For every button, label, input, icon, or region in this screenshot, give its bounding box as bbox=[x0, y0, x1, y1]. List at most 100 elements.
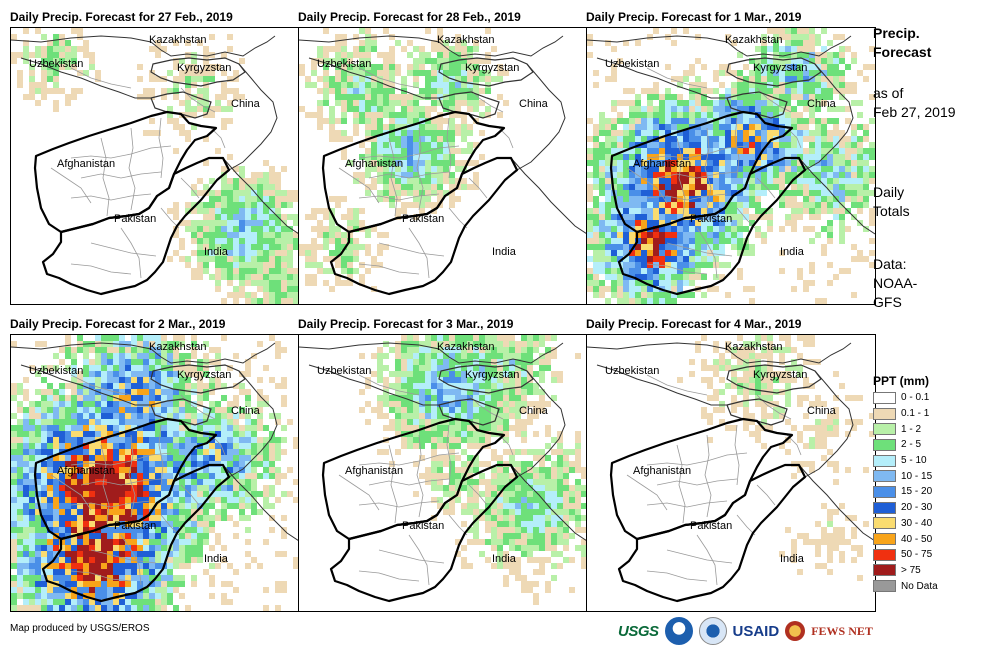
precip-cell bbox=[659, 244, 665, 250]
precip-cell bbox=[41, 46, 47, 52]
precip-cell bbox=[95, 407, 101, 413]
precip-cell bbox=[107, 563, 113, 569]
precip-cell bbox=[185, 365, 191, 371]
precip-cell bbox=[269, 298, 275, 304]
precip-cell bbox=[89, 64, 95, 70]
precip-cell bbox=[533, 347, 539, 353]
precip-cell bbox=[197, 497, 203, 503]
precip-cell bbox=[389, 82, 395, 88]
precip-cell bbox=[65, 521, 71, 527]
precip-cell bbox=[761, 178, 767, 184]
precip-cell bbox=[233, 184, 239, 190]
precip-cell bbox=[197, 190, 203, 196]
precip-cell bbox=[47, 76, 53, 82]
precip-cell bbox=[221, 256, 227, 262]
precip-cell bbox=[719, 190, 725, 196]
precip-cell bbox=[431, 166, 437, 172]
precip-cell bbox=[335, 256, 341, 262]
precip-cell bbox=[809, 190, 815, 196]
precip-cell bbox=[605, 256, 611, 262]
precip-cell bbox=[275, 274, 281, 280]
precip-cell bbox=[269, 268, 275, 274]
precip-cell bbox=[719, 178, 725, 184]
precip-cell bbox=[623, 154, 629, 160]
precip-cell bbox=[11, 527, 17, 533]
precip-cell bbox=[401, 94, 407, 100]
precip-cell bbox=[47, 593, 53, 599]
precip-cell bbox=[107, 419, 113, 425]
precip-cell bbox=[635, 40, 641, 46]
precip-cell bbox=[131, 527, 137, 533]
precip-cell bbox=[359, 88, 365, 94]
precip-cell bbox=[143, 461, 149, 467]
precip-cell bbox=[587, 52, 593, 58]
precip-cell bbox=[77, 503, 83, 509]
precip-cell bbox=[707, 142, 713, 148]
precip-cell bbox=[629, 262, 635, 268]
precip-cell bbox=[785, 64, 791, 70]
precip-cell bbox=[671, 94, 677, 100]
precip-cell bbox=[23, 527, 29, 533]
precip-cell bbox=[659, 178, 665, 184]
precip-cell bbox=[29, 52, 35, 58]
precip-cell bbox=[119, 431, 125, 437]
precip-cell bbox=[41, 341, 47, 347]
precip-cell bbox=[653, 280, 659, 286]
precip-cell bbox=[737, 112, 743, 118]
precip-cell bbox=[803, 34, 809, 40]
precip-cell bbox=[455, 407, 461, 413]
precip-cell bbox=[437, 88, 443, 94]
precip-cell bbox=[467, 70, 473, 76]
precip-cell bbox=[239, 389, 245, 395]
precip-cell bbox=[29, 521, 35, 527]
precip-cell bbox=[677, 160, 683, 166]
precip-cell bbox=[251, 226, 257, 232]
precip-cell bbox=[257, 461, 263, 467]
precip-cell bbox=[341, 40, 347, 46]
precip-cell bbox=[95, 443, 101, 449]
precip-cell bbox=[71, 599, 77, 605]
precip-cell bbox=[827, 118, 833, 124]
precip-cell bbox=[503, 419, 509, 425]
precip-cell bbox=[437, 142, 443, 148]
precip-cell bbox=[215, 533, 221, 539]
precip-cell bbox=[221, 184, 227, 190]
precip-cell bbox=[743, 88, 749, 94]
precip-cell bbox=[293, 443, 299, 449]
precip-cell bbox=[647, 172, 653, 178]
precip-cell bbox=[701, 262, 707, 268]
precip-cell bbox=[665, 154, 671, 160]
precip-cell bbox=[281, 449, 287, 455]
precip-cell bbox=[11, 575, 17, 581]
precip-cell bbox=[35, 533, 41, 539]
precip-cell bbox=[791, 136, 797, 142]
precip-cell bbox=[785, 106, 791, 112]
precip-cell bbox=[197, 389, 203, 395]
precip-cell bbox=[215, 256, 221, 262]
precip-cell bbox=[653, 106, 659, 112]
precip-cell bbox=[395, 413, 401, 419]
precip-cell bbox=[287, 214, 293, 220]
precip-cell bbox=[725, 208, 731, 214]
precip-cell bbox=[509, 341, 515, 347]
precip-cell bbox=[227, 515, 233, 521]
precip-cell bbox=[617, 238, 623, 244]
precip-cell bbox=[191, 58, 197, 64]
precip-cell bbox=[737, 118, 743, 124]
precip-cell bbox=[839, 166, 845, 172]
precip-cell bbox=[77, 593, 83, 599]
precip-cell bbox=[407, 383, 413, 389]
precip-cell bbox=[47, 587, 53, 593]
precip-cell bbox=[107, 527, 113, 533]
precip-cell bbox=[755, 46, 761, 52]
precip-cell bbox=[107, 479, 113, 485]
precip-cell bbox=[221, 593, 227, 599]
precip-cell bbox=[323, 232, 329, 238]
precip-cell bbox=[479, 76, 485, 82]
precip-cell bbox=[155, 485, 161, 491]
precip-cell bbox=[233, 244, 239, 250]
precip-cell bbox=[425, 190, 431, 196]
precip-cell bbox=[443, 148, 449, 154]
precip-cell bbox=[35, 437, 41, 443]
precip-cell bbox=[23, 581, 29, 587]
